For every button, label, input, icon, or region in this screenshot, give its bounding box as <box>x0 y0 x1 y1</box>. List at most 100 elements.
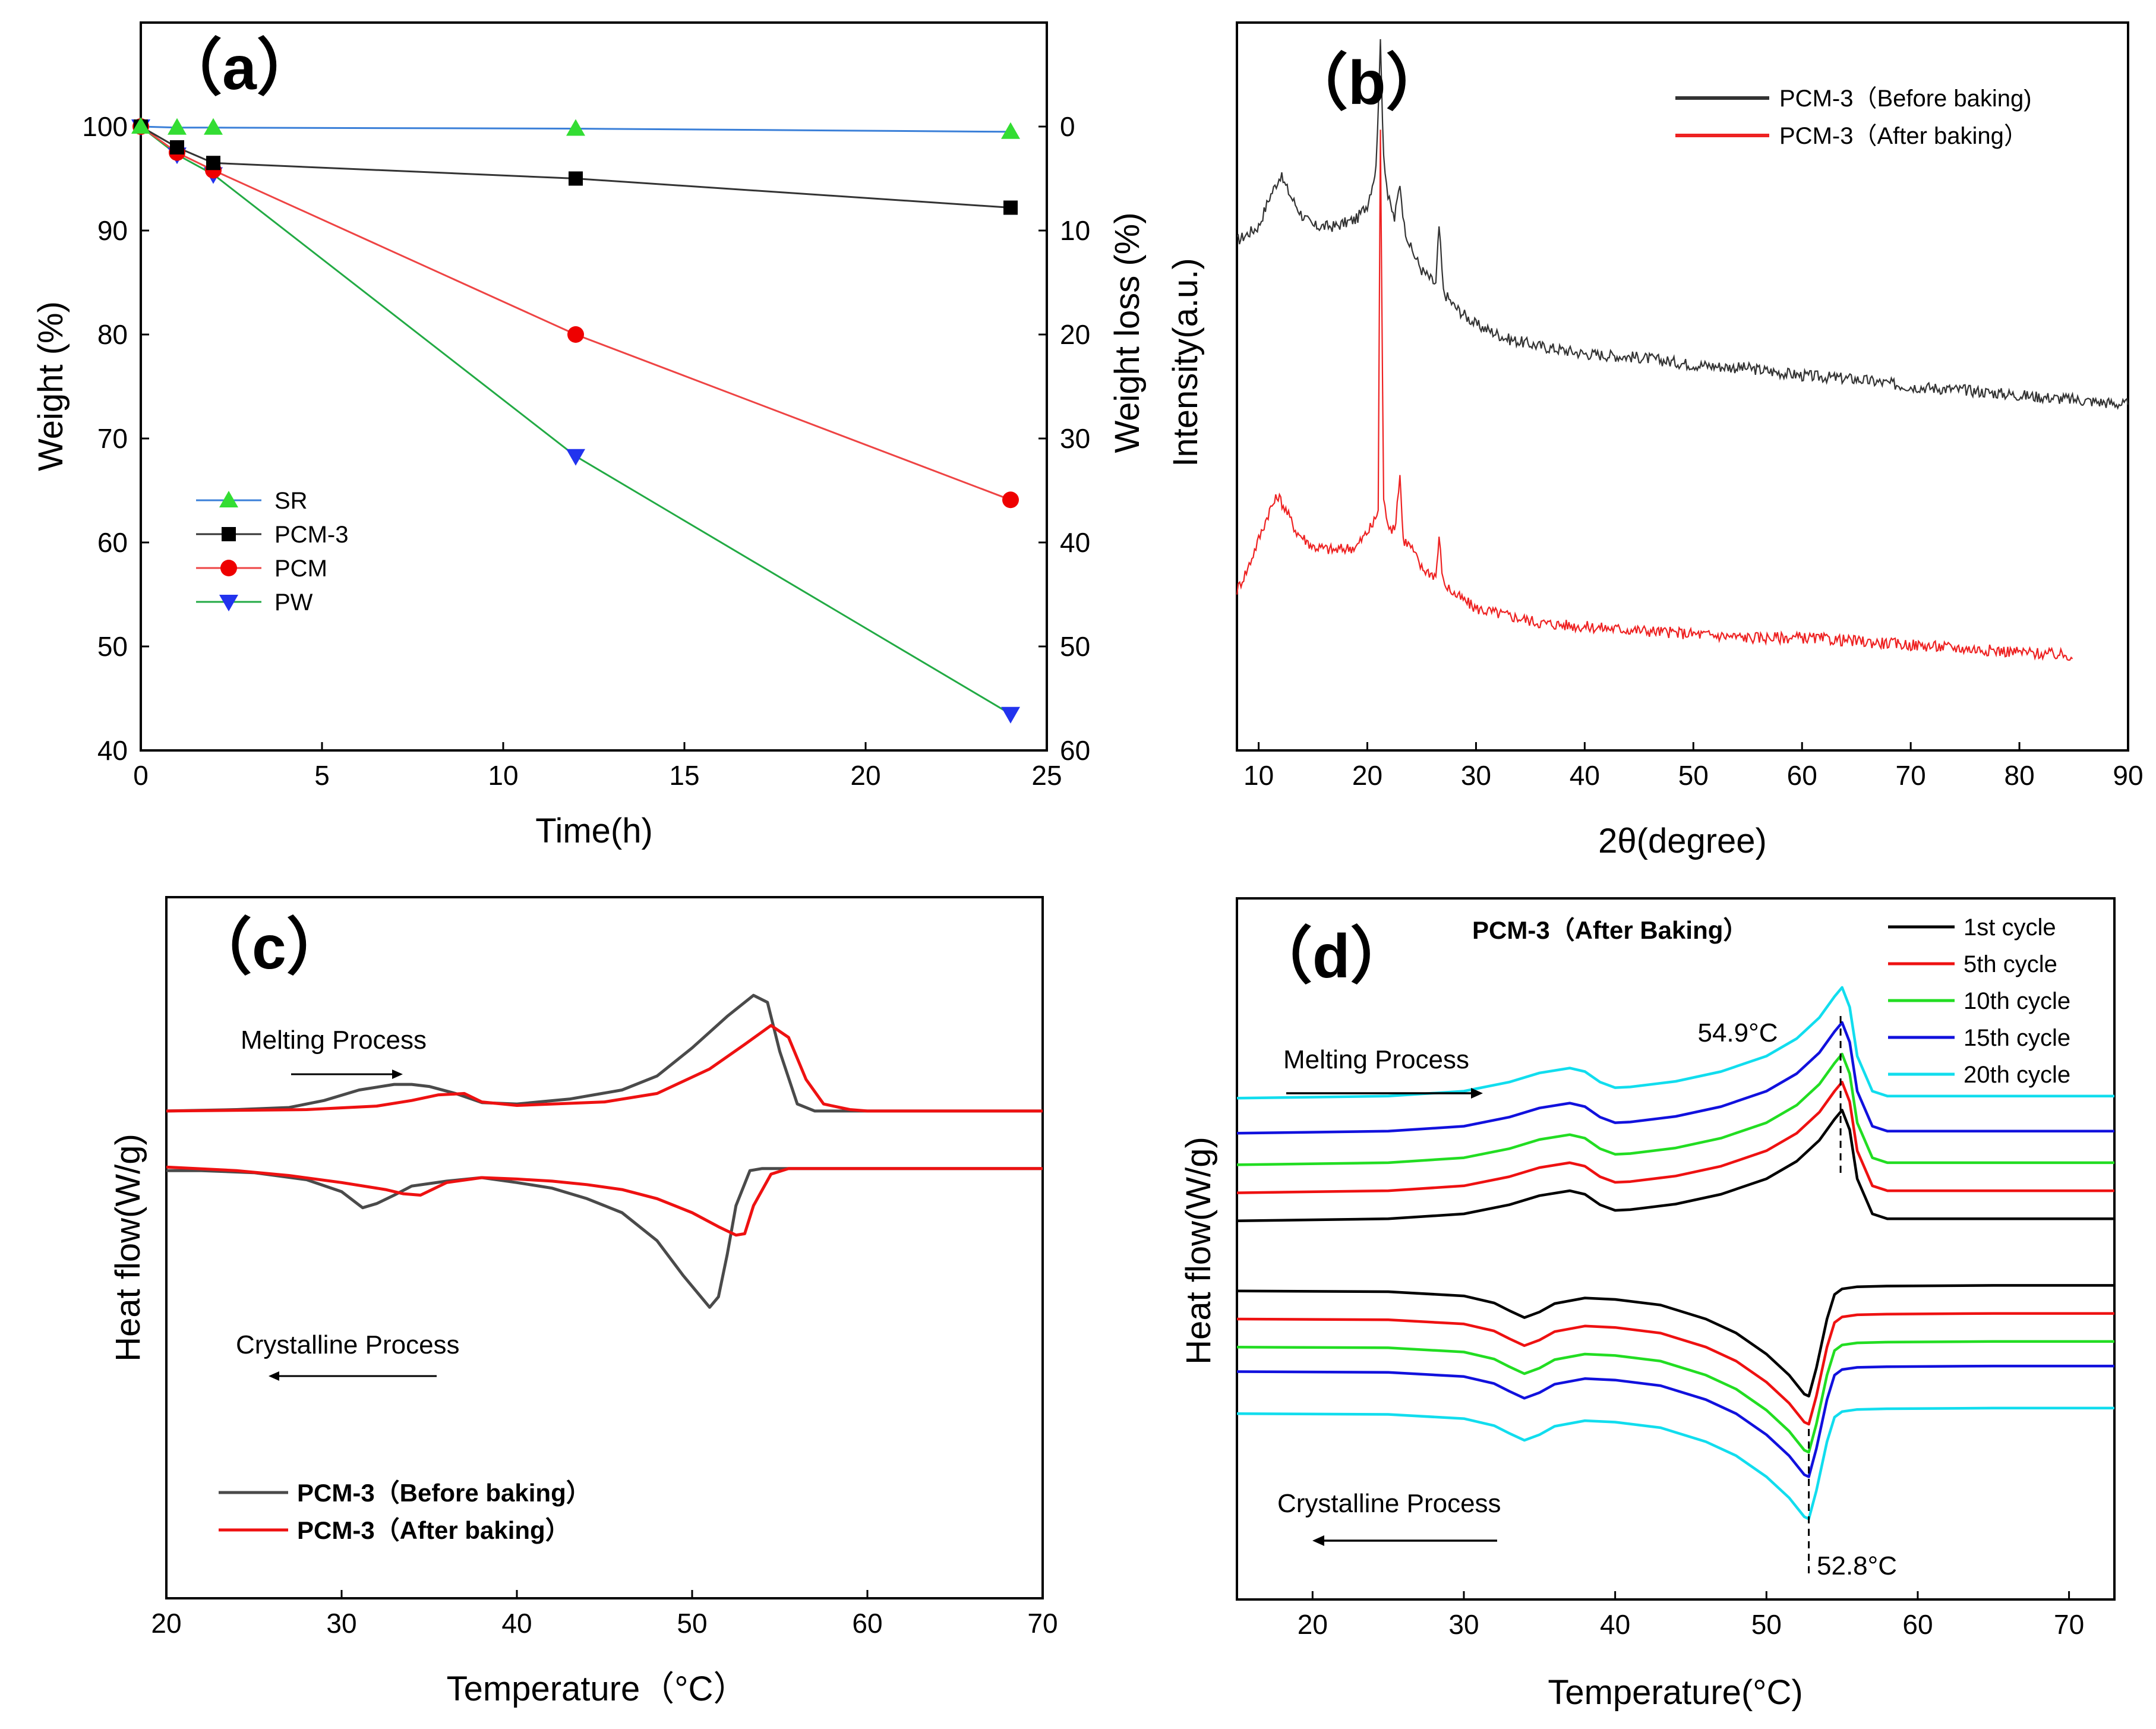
legend-label: 15th cycle <box>1964 1025 2070 1051</box>
axis-ticks: 20 30 40 50 60 70 <box>1298 1591 2084 1640</box>
legend-label: 1st cycle <box>1964 914 2056 941</box>
crystalline-process-label: Crystalline Process <box>236 1330 460 1359</box>
legend-label: 10th cycle <box>1964 988 2070 1014</box>
x-tick-label: 80 <box>2004 760 2034 791</box>
plot-frame <box>165 896 1044 1599</box>
y-axis-label: Heat flow(W/g) <box>109 1134 147 1362</box>
panel-label: （b） <box>1286 49 1448 118</box>
x-tick-label: 20 <box>1352 760 1382 791</box>
legend-label: 20th cycle <box>1964 1062 2070 1088</box>
y-tick-label: 60 <box>97 527 128 558</box>
series-group <box>131 117 1020 724</box>
x-tick-label: 60 <box>852 1608 882 1639</box>
melting-arrowhead <box>392 1069 403 1079</box>
x-tick-label: 70 <box>2054 1609 2084 1640</box>
legend-label: PCM-3（Before baking） <box>297 1479 591 1507</box>
panel-title: PCM-3（After Baking） <box>1472 916 1748 944</box>
crystalline-process-label: Crystalline Process <box>1277 1489 1501 1518</box>
data-point-pcm-3 <box>170 140 184 154</box>
x-axis-label: Temperature（°C） <box>447 1670 748 1708</box>
xrd-pattern-after-baking <box>1236 130 2073 661</box>
x-tick-label: 20 <box>1298 1609 1328 1640</box>
x-tick-label: 50 <box>1678 760 1709 791</box>
legend-label: PCM-3（After baking） <box>1779 123 2028 149</box>
y2-tick-label: 30 <box>1060 423 1090 454</box>
x-tick-label: 15 <box>669 760 699 791</box>
dsc-cooling-cycle-3 <box>1236 1340 2114 1454</box>
melting-process-label: Melting Process <box>241 1026 427 1055</box>
data-point-pw <box>566 449 585 466</box>
y-tick-label: 40 <box>97 735 128 766</box>
x-axis-label: Time(h) <box>535 812 653 850</box>
series-line-pcm-3 <box>140 125 1011 209</box>
y2-tick-label: 10 <box>1060 215 1090 246</box>
legend-label: PCM <box>274 556 327 582</box>
x-tick-label: 40 <box>1570 760 1600 791</box>
series-group <box>1236 986 2114 1575</box>
data-point-pcm-3 <box>569 171 583 186</box>
axis-ticks: 0 5 10 15 20 25 40 50 60 70 80 90 100 0 10 20 30 40 50 60 <box>82 111 1090 791</box>
x-tick-label: 25 <box>1031 760 1062 791</box>
y2-tick-label: 50 <box>1060 631 1090 662</box>
data-point-pcm <box>1002 491 1019 509</box>
dsc-heating-cycle-5 <box>1236 986 2114 1100</box>
y-axis-label: Intensity(a.u.) <box>1166 258 1205 466</box>
x-tick-label: 90 <box>2113 760 2143 791</box>
legend: SR PCM-3 PCM PW <box>196 488 348 616</box>
dsc-heating-cycle-1 <box>1236 1109 2114 1223</box>
x-tick-label: 30 <box>326 1608 356 1639</box>
axis-ticks: 20 30 40 50 60 70 <box>151 1590 1058 1639</box>
x-tick-label: 10 <box>1243 760 1274 791</box>
legend-marker <box>219 491 238 507</box>
dsc-heating-cycle-2 <box>1236 1080 2114 1194</box>
x-tick-label: 40 <box>1600 1609 1630 1640</box>
melting-process-label: Melting Process <box>1283 1045 1469 1074</box>
legend-label: 5th cycle <box>1964 951 2057 977</box>
dsc-cooling-cycle-2 <box>1236 1312 2114 1426</box>
data-point-pcm <box>567 326 584 343</box>
dsc-cooling-before-baking <box>166 1167 1043 1309</box>
y-tick-label: 80 <box>97 319 128 350</box>
y2-tick-label: 60 <box>1060 735 1090 766</box>
panel-b: 10 20 30 40 50 60 70 80 90 PCM-3（Before baking)P… <box>1166 21 2144 860</box>
melting-peak-label: 54.9°C <box>1697 1018 1778 1048</box>
panel-c: 20 30 40 50 60 70 PCM-3（Before baking） PCM-3（A… <box>109 896 1058 1708</box>
data-point-pw <box>1001 706 1020 724</box>
x-tick-label: 5 <box>314 760 330 791</box>
panel-label: （a） <box>160 34 318 103</box>
melting-arrowhead <box>1471 1088 1483 1099</box>
crystallization-peak-label: 52.8°C <box>1817 1551 1897 1580</box>
x-tick-label: 50 <box>677 1608 707 1639</box>
legend-marker <box>220 560 237 576</box>
dsc-cooling-cycle-1 <box>1236 1284 2114 1398</box>
y-tick-label: 70 <box>97 423 128 454</box>
plot-frame <box>1236 897 2116 1601</box>
x-tick-label: 70 <box>1896 760 1926 791</box>
data-point-sr <box>1001 122 1020 139</box>
axis-ticks: 10 20 30 40 50 60 70 80 90 <box>1243 742 2144 791</box>
x-tick-label: 20 <box>151 1608 181 1639</box>
y2-axis-label: Weight loss (%) <box>1108 212 1147 453</box>
x-tick-label: 30 <box>1461 760 1491 791</box>
legend-label: SR <box>274 488 308 514</box>
y-tick-label: 100 <box>82 111 128 142</box>
x-tick-label: 70 <box>1027 1608 1058 1639</box>
series-group <box>166 993 1043 1309</box>
dsc-cooling-cycle-4 <box>1236 1364 2114 1478</box>
legend-label: PCM-3（Before baking) <box>1779 86 2032 112</box>
dsc-heating-before-baking <box>166 993 1043 1113</box>
legend-marker <box>219 595 238 611</box>
legend: PCM-3（Before baking） PCM-3（After baking） <box>219 1479 591 1544</box>
plot-frame <box>140 21 1048 752</box>
dsc-heating-cycle-4 <box>1236 1021 2114 1135</box>
legend: PCM-3（Before baking) PCM-3（After baking） <box>1675 86 2032 149</box>
y2-tick-label: 40 <box>1060 527 1090 558</box>
xrd-pattern-before-baking <box>1236 39 2129 410</box>
data-point-sr <box>204 118 223 135</box>
crystalline-arrowhead <box>269 1371 279 1381</box>
legend-label: PW <box>274 589 313 616</box>
x-tick-label: 30 <box>1448 1609 1479 1640</box>
dsc-heating-after-baking <box>166 1024 1043 1113</box>
x-tick-label: 60 <box>1787 760 1817 791</box>
